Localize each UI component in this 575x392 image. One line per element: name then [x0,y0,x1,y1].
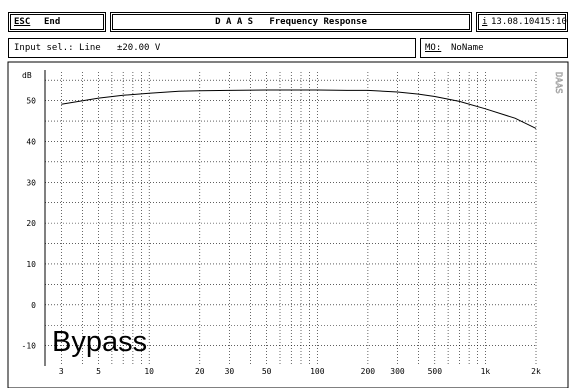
x-tick-label: 3 [59,367,64,376]
frequency-response-chart: dB -10 0 10 20 30 40 50 3 5 10 20 30 50 100 200 300 500… [0,58,575,389]
esc-action-label: End [44,17,61,27]
x-tick-label: 20 [195,367,205,376]
esc-key-label: ESC [14,17,31,27]
datetime-label: 13.08.10415:10 [491,17,567,27]
x-tick-label: 10 [144,367,154,376]
y-tick-label: 20 [26,219,36,228]
x-tick-label: 100 [310,367,325,376]
x-tick-label: 200 [361,367,376,376]
mo-key-label: MO: [425,43,442,53]
x-tick-label: 500 [428,367,443,376]
y-tick-label: 50 [26,97,36,106]
chart-svg: dB -10 0 10 20 30 40 50 3 5 10 20 30 50 100 200 300 500… [7,61,569,389]
response-curve-line [61,89,537,129]
daas-watermark: DAAS [553,72,563,94]
x-tick-label: 5 [96,367,101,376]
x-tick-label: 1k [481,367,491,376]
escape-button[interactable]: ESC End [8,12,106,32]
input-selection-field[interactable]: Input sel.: Line ±20.00 V [8,38,416,58]
bypass-label: Bypass [52,326,148,358]
info-key-label: i [482,17,488,27]
y-tick-label: 10 [26,260,36,269]
input-selection-label: Input sel.: Line ±20.00 V [14,43,161,53]
x-tick-label: 2k [531,367,541,376]
y-tick-label: -10 [22,342,37,351]
y-tick-label: 30 [26,178,36,187]
title-bar: D A A S Frequency Response [110,12,472,32]
y-tick-label: 0 [31,301,36,310]
x-tick-label: 300 [390,367,405,376]
y-tick-label: 40 [26,137,36,146]
info-button[interactable]: i 13.08.10415:10 [476,12,568,32]
mo-value-label: NoName [451,43,484,53]
page-title: D A A S Frequency Response [215,17,367,27]
x-tick-label: 30 [225,367,235,376]
y-axis-label: dB [22,71,32,80]
mo-field[interactable]: MO: NoName [420,38,568,58]
x-tick-label: 50 [262,367,272,376]
